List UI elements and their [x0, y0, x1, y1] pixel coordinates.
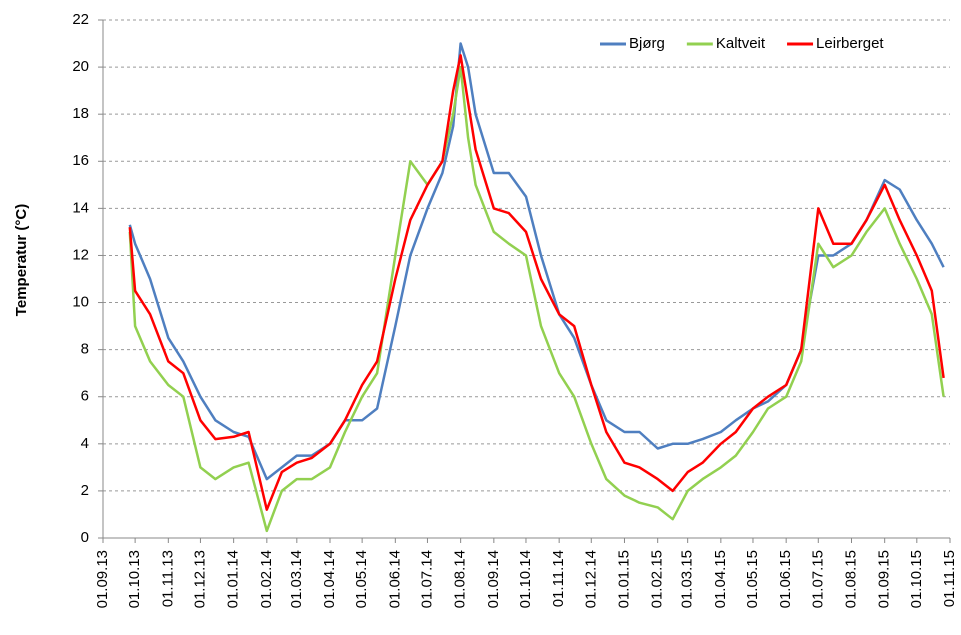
y-tick-label: 8	[81, 341, 89, 358]
y-tick-label: 12	[72, 246, 89, 263]
x-tick-label: 01.11.13	[159, 550, 176, 607]
series-line	[128, 42, 945, 481]
x-tick-label: 01.11.15	[941, 550, 958, 607]
x-tick-label: 01.10.13	[126, 550, 143, 608]
x-tick-label: 01.09.15	[876, 550, 893, 608]
x-tick-label: 01.08.15	[842, 550, 859, 608]
x-tick-label: 01.04.15	[712, 550, 729, 608]
x-tick-label: 01.10.15	[908, 550, 925, 608]
y-axis-label: Temperatur (°C)	[13, 204, 30, 316]
x-tick-label: 01.02.15	[649, 550, 666, 608]
x-tick-label: 01.01.14	[225, 550, 242, 608]
x-tick-label: 01.05.15	[744, 550, 761, 608]
x-tick-label: 01.06.14	[386, 550, 403, 608]
series-line	[128, 54, 945, 511]
series-line	[128, 65, 945, 533]
legend-label: Leirberget	[816, 35, 884, 52]
x-tick-label: 01.10.14	[517, 550, 534, 608]
x-tick-label: 01.05.14	[353, 550, 370, 608]
x-tick-label: 01.02.14	[258, 550, 275, 608]
x-tick-label: 01.07.14	[418, 550, 435, 608]
x-tick-label: 01.03.14	[288, 550, 305, 608]
x-tick-label: 01.03.15	[679, 550, 696, 608]
y-tick-label: 20	[72, 58, 89, 75]
y-tick-label: 18	[72, 105, 89, 122]
legend-label: Kaltveit	[716, 35, 766, 52]
x-tick-label: 01.12.13	[191, 550, 208, 608]
x-tick-label: 01.04.14	[321, 550, 338, 608]
x-tick-label: 01.01.15	[615, 550, 632, 608]
y-tick-label: 2	[81, 482, 89, 499]
y-tick-label: 0	[81, 529, 89, 546]
y-tick-label: 16	[72, 152, 89, 169]
x-tick-label: 01.11.14	[550, 550, 567, 607]
x-tick-label: 01.09.13	[94, 550, 111, 608]
x-tick-label: 01.07.15	[809, 550, 826, 608]
legend-label: Bjørg	[629, 35, 665, 52]
x-tick-label: 01.12.14	[582, 550, 599, 608]
y-tick-label: 14	[72, 199, 89, 216]
x-tick-label: 01.09.14	[485, 550, 502, 608]
y-tick-label: 22	[72, 11, 89, 28]
x-tick-label: 01.06.15	[777, 550, 794, 608]
y-tick-label: 10	[72, 294, 89, 311]
y-tick-label: 6	[81, 388, 89, 405]
x-tick-label: 01.08.14	[452, 550, 469, 608]
y-tick-label: 4	[81, 435, 89, 452]
